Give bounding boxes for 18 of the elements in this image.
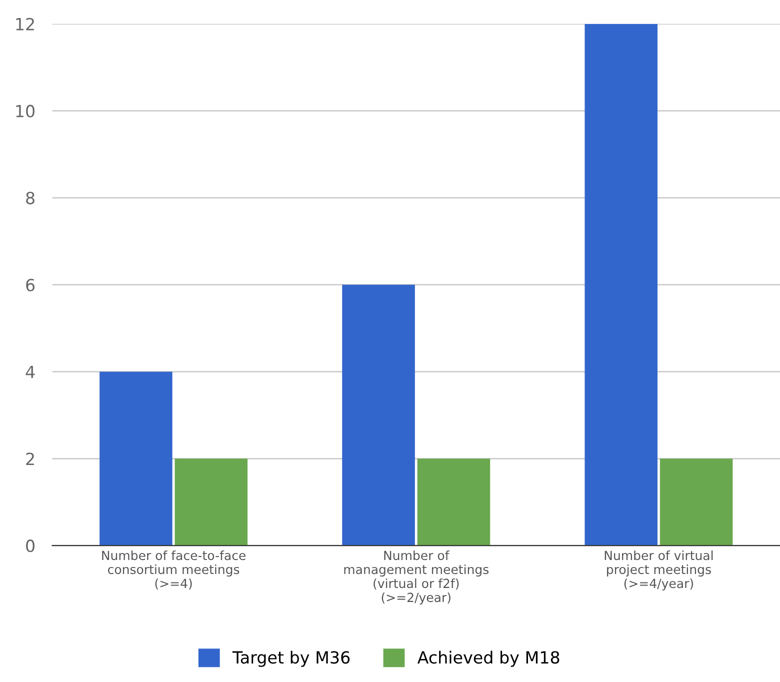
y-tick-label: 6 xyxy=(26,278,35,292)
y-tick-label: 4 xyxy=(26,366,35,378)
bar xyxy=(174,458,248,546)
x-tick-label: Number of management meetings (virtual or f2f) (>=2/year) xyxy=(344,550,489,605)
legend-label: Achieved by M18 xyxy=(417,650,560,667)
bar xyxy=(417,458,490,546)
y-tick-label: 10 xyxy=(16,104,34,118)
bar xyxy=(660,458,733,546)
x-tick-label: Number of face-to-face consortium meetings (>=4) xyxy=(102,550,246,590)
y-tick-label: 0 xyxy=(26,540,34,552)
y-tick-label: 12 xyxy=(16,18,34,30)
bar xyxy=(342,284,415,546)
x-tick-label: Number of virtual project meetings (>=4/year) xyxy=(604,550,713,591)
legend-label: Target by M36 xyxy=(232,650,350,667)
bar xyxy=(584,24,658,546)
y-tick-label: 2 xyxy=(26,452,34,465)
bar xyxy=(100,372,172,546)
y-tick-label: 8 xyxy=(26,192,34,204)
